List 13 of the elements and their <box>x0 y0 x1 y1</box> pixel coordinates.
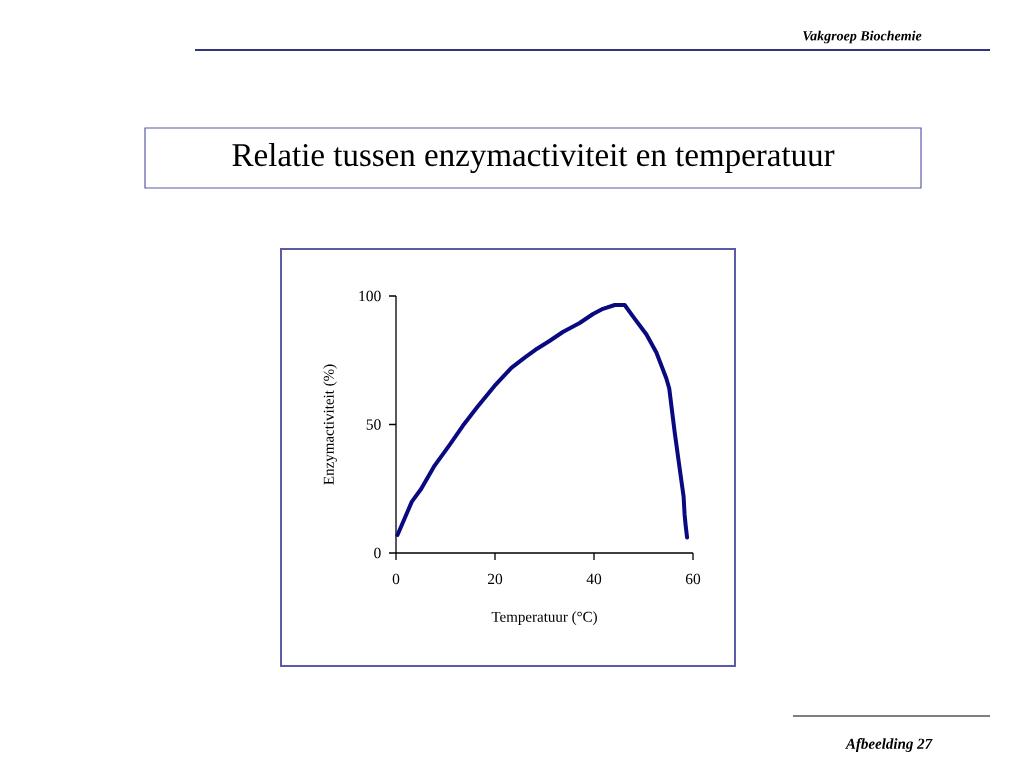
y-tick-label: 50 <box>366 419 381 430</box>
y-tick-label: 0 <box>374 547 381 559</box>
line-series <box>395 302 690 540</box>
x-tick-label: 20 <box>487 573 503 585</box>
y-axis-title: Enzymactiviteit (%) <box>323 364 337 485</box>
x-axis-title: Temperatuur (°C) <box>491 611 597 625</box>
text: Vakgroep Biochemie <box>803 30 922 44</box>
chart-title: Relatie tussen enzymactiviteit en temperatuur <box>232 142 835 174</box>
text: Afbeelding 27 <box>845 738 933 752</box>
x-tick-label: 60 <box>685 573 701 585</box>
x-tick-label: 40 <box>586 573 602 585</box>
x-tick-label: 0 <box>392 573 400 585</box>
y-tick-label: 100 <box>359 290 381 302</box>
